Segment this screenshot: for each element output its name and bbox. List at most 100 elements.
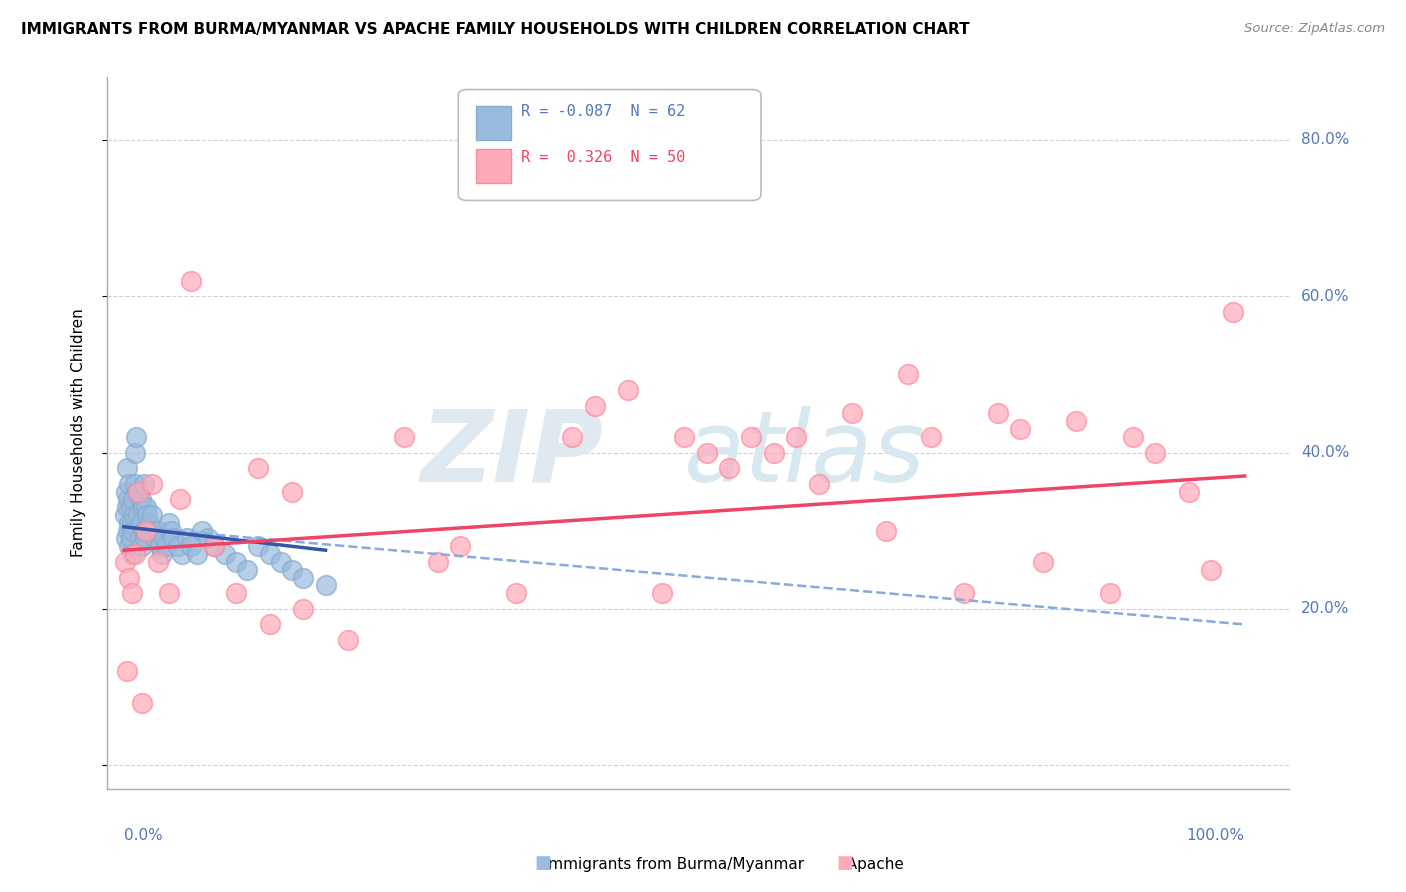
Text: 80.0%: 80.0% xyxy=(1301,132,1350,147)
Point xyxy=(191,524,214,538)
Text: ■: ■ xyxy=(837,855,853,872)
Text: 40.0%: 40.0% xyxy=(1301,445,1350,460)
Point xyxy=(673,430,696,444)
Point xyxy=(259,617,281,632)
Point xyxy=(135,500,157,515)
Point xyxy=(114,508,136,522)
Point xyxy=(118,476,141,491)
Point xyxy=(129,492,152,507)
Point xyxy=(120,532,142,546)
Point xyxy=(160,524,183,538)
Point xyxy=(785,430,807,444)
Point xyxy=(202,539,225,553)
Point xyxy=(127,484,149,499)
Point xyxy=(1199,563,1222,577)
Point xyxy=(155,539,177,553)
Point xyxy=(247,461,270,475)
Point xyxy=(281,484,304,499)
Point xyxy=(129,516,152,530)
Point xyxy=(292,602,315,616)
Point xyxy=(114,555,136,569)
Point xyxy=(127,508,149,522)
Text: IMMIGRANTS FROM BURMA/MYANMAR VS APACHE FAMILY HOUSEHOLDS WITH CHILDREN CORRELAT: IMMIGRANTS FROM BURMA/MYANMAR VS APACHE … xyxy=(21,22,970,37)
Point xyxy=(762,445,785,459)
Point xyxy=(117,665,139,679)
Text: 0.0%: 0.0% xyxy=(124,828,163,843)
Point xyxy=(1099,586,1122,600)
Point xyxy=(186,547,208,561)
Point xyxy=(118,516,141,530)
Point xyxy=(124,445,146,459)
Point xyxy=(125,430,148,444)
Point xyxy=(117,492,139,507)
Point xyxy=(121,516,143,530)
Text: Source: ZipAtlas.com: Source: ZipAtlas.com xyxy=(1244,22,1385,36)
Point xyxy=(281,563,304,577)
Point xyxy=(118,570,141,584)
Point xyxy=(1032,555,1054,569)
Point xyxy=(149,539,172,553)
Point xyxy=(124,476,146,491)
Point xyxy=(128,532,150,546)
Point xyxy=(150,547,173,561)
Point xyxy=(1066,414,1088,428)
Point xyxy=(583,399,606,413)
Point xyxy=(292,570,315,584)
Point xyxy=(121,586,143,600)
Point xyxy=(146,524,169,538)
Point xyxy=(505,586,527,600)
Point xyxy=(176,532,198,546)
Point xyxy=(131,539,153,553)
Point xyxy=(180,274,202,288)
Point xyxy=(138,516,160,530)
Point xyxy=(740,430,762,444)
Text: R = -0.087  N = 62: R = -0.087 N = 62 xyxy=(520,104,685,119)
Text: R =  0.326  N = 50: R = 0.326 N = 50 xyxy=(520,150,685,165)
Point xyxy=(202,539,225,553)
Point xyxy=(315,578,337,592)
Point xyxy=(259,547,281,561)
Point xyxy=(157,586,180,600)
Text: ■: ■ xyxy=(534,855,551,872)
Point xyxy=(117,461,139,475)
Point xyxy=(197,532,219,546)
Point xyxy=(120,500,142,515)
Point xyxy=(172,547,194,561)
Point xyxy=(1143,445,1166,459)
Point xyxy=(134,532,156,546)
FancyBboxPatch shape xyxy=(458,89,761,201)
Point xyxy=(117,500,139,515)
Point xyxy=(1177,484,1199,499)
Point xyxy=(115,484,138,499)
Point xyxy=(153,532,176,546)
Point xyxy=(225,555,247,569)
Point xyxy=(1010,422,1032,436)
Point xyxy=(141,476,163,491)
Point xyxy=(141,508,163,522)
Text: Apache: Apache xyxy=(837,857,904,872)
Point xyxy=(696,445,718,459)
Text: Immigrants from Burma/Myanmar: Immigrants from Burma/Myanmar xyxy=(534,857,804,872)
Point xyxy=(135,524,157,538)
Point xyxy=(426,555,449,569)
Point xyxy=(146,555,169,569)
Point xyxy=(617,383,640,397)
Point xyxy=(122,508,145,522)
Point xyxy=(138,524,160,538)
Point xyxy=(953,586,976,600)
Point xyxy=(920,430,942,444)
FancyBboxPatch shape xyxy=(477,106,512,140)
Point xyxy=(651,586,673,600)
Point xyxy=(214,547,236,561)
Point xyxy=(1121,430,1143,444)
Point xyxy=(143,532,166,546)
Point xyxy=(117,524,139,538)
Point xyxy=(897,368,920,382)
Text: ZIP: ZIP xyxy=(420,406,603,503)
Point xyxy=(136,508,159,522)
Point xyxy=(124,547,146,561)
Point xyxy=(392,430,415,444)
Point xyxy=(118,539,141,553)
Point xyxy=(131,696,153,710)
Y-axis label: Family Households with Children: Family Households with Children xyxy=(72,309,86,558)
